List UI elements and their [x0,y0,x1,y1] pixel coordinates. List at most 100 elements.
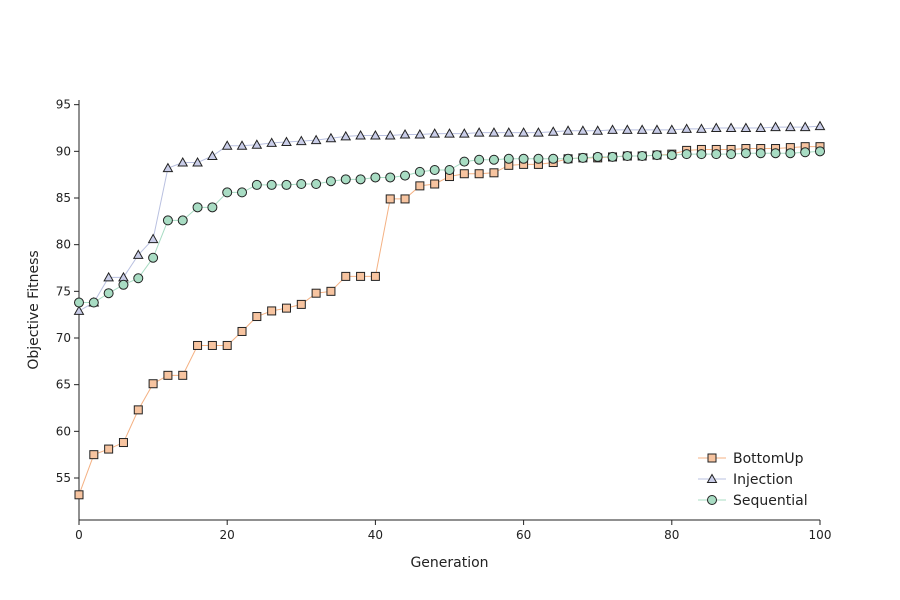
series-line [78,146,820,495]
data-point [295,135,307,146]
data-point [118,438,128,448]
legend-marker [706,473,718,483]
data-point [474,154,485,165]
legend-label: Sequential [733,493,808,509]
data-point [222,340,232,350]
data-point [429,165,440,175]
data-point [740,148,751,159]
data-point [577,125,589,135]
data-point [444,165,455,175]
data-point [177,157,189,167]
data-point [178,370,188,380]
legend-item-sequential: Sequential [698,493,808,509]
data-point [296,299,306,309]
data-point [148,252,159,263]
data-point [622,151,633,161]
data-point [340,174,351,185]
data-point [415,181,425,191]
data-point [430,179,440,189]
x-axis-ticks: 0 20 40 60 80 100 [75,520,831,542]
data-point [281,303,291,313]
x-tick-label: 40 [368,528,383,542]
data-point [637,151,648,161]
data-point [89,450,99,460]
data-point [651,124,663,134]
y-axis-ticks: 55 60 65 70 75 80 85 90 95 [56,98,79,485]
data-point [800,147,811,158]
data-point [237,326,247,336]
data-point [147,233,159,244]
data-point [696,149,707,160]
data-point [74,297,84,308]
legend-label: Injection [733,472,793,488]
data-point [266,179,277,190]
x-tick-label: 60 [516,528,531,542]
data-point [133,405,143,415]
data-point [370,172,381,183]
data-point [207,202,218,213]
data-point [74,490,84,500]
data-point [310,134,322,145]
data-point [444,128,455,138]
data-point [73,305,85,315]
data-point [533,127,544,137]
data-point [755,148,766,159]
data-point [222,187,233,198]
x-tick-label: 100 [809,528,832,542]
data-point [785,121,796,132]
data-point [681,123,692,133]
data-point [414,166,425,177]
data-point [503,153,514,164]
data-point [266,137,278,147]
series-sequential [74,146,825,308]
data-point [577,152,588,163]
data-point [296,179,307,189]
data-point [548,153,559,164]
y-tick-label: 80 [56,238,71,252]
data-point [710,122,722,132]
data-point [207,150,218,160]
y-tick-label: 85 [56,191,71,205]
data-point [251,179,262,190]
data-point [193,340,203,350]
data-point [815,146,825,157]
data-point [370,129,381,140]
data-point [473,127,485,137]
data-point [103,271,114,282]
legend-label: BottomUp [733,451,804,467]
data-point [459,169,469,179]
data-point [325,176,336,187]
y-tick-label: 65 [56,378,71,392]
data-point [341,271,351,281]
data-point [489,168,499,178]
data-point [162,215,173,226]
data-point [281,179,292,190]
data-point [340,130,352,141]
data-point [503,127,515,137]
data-point [726,149,737,160]
data-point [414,129,426,139]
data-point [547,126,559,136]
data-point [518,153,529,164]
data-point [192,157,203,167]
legend-marker [707,453,717,463]
data-point [355,174,366,185]
y-tick-label: 60 [56,424,71,438]
data-point [592,151,603,162]
data-point [267,306,277,316]
data-point [429,128,441,138]
data-point [799,121,811,132]
data-point [311,179,322,189]
data-point [607,151,618,162]
data-point [755,122,767,132]
data-point [651,150,662,161]
data-point [696,123,707,133]
data-point [148,379,158,389]
data-point [251,139,263,149]
chart-legend: BottomUp Injection Sequential [698,451,808,509]
data-point [237,187,248,198]
data-point [221,140,233,150]
data-point [385,172,396,183]
data-point [385,194,395,204]
